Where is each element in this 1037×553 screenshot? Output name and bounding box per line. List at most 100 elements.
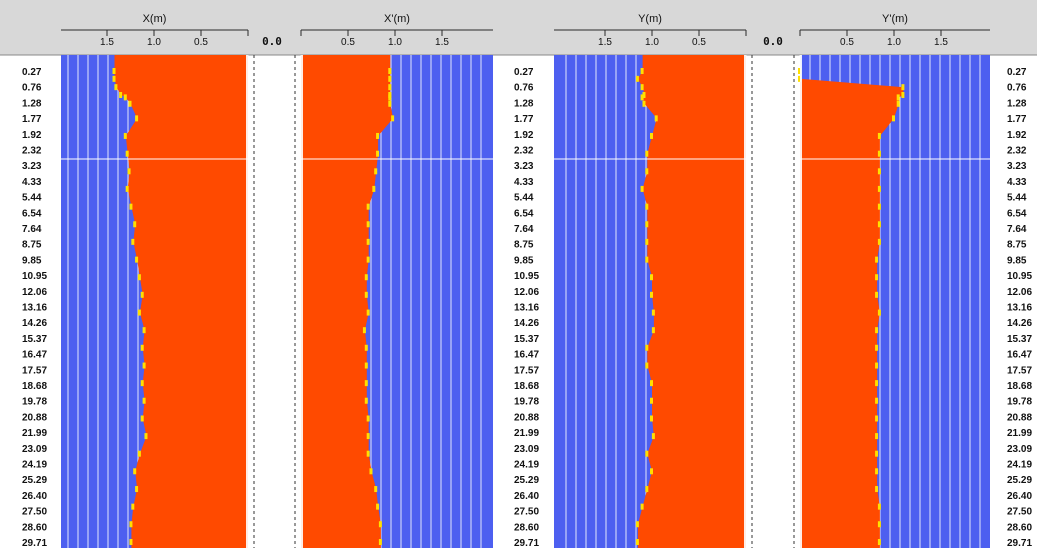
depth-label-right: 23.09 <box>1007 444 1032 455</box>
panel-3-edge-mark <box>645 150 649 157</box>
panel-1-edge-mark <box>133 468 137 475</box>
depth-label-right: 27.50 <box>1007 507 1032 518</box>
panel-4-edge-mark <box>877 309 881 316</box>
depth-label-left: 16.47 <box>22 350 47 361</box>
panel-2-edge-mark <box>378 521 382 528</box>
depth-label-right: 10.95 <box>1007 271 1032 282</box>
depth-label-right: 18.68 <box>1007 381 1032 392</box>
panel-4-edge-mark <box>875 256 879 263</box>
panel-3-edge-mark <box>650 291 653 298</box>
depth-label-right: 9.85 <box>1007 255 1027 266</box>
panel-4-edge-mark <box>875 486 879 493</box>
panel-2-edge-mark <box>388 100 392 107</box>
panel-1-edge-mark <box>137 309 141 316</box>
depth-label-right: 1.92 <box>1007 130 1027 141</box>
depth-label-mid: 21.99 <box>514 428 539 439</box>
panel-1-edge-mark <box>135 256 139 263</box>
panel-1-edge-mark <box>131 503 135 510</box>
depth-label-mid: 29.71 <box>514 538 539 548</box>
panel-1-edge-mark <box>128 100 132 107</box>
header-band <box>0 0 1037 56</box>
depth-label-mid: 5.44 <box>514 193 534 204</box>
panel-4-edge-mark <box>875 415 879 422</box>
depth-label-right: 28.60 <box>1007 522 1032 533</box>
panel-3-edge-mark <box>651 433 655 440</box>
depth-label-mid: 18.68 <box>514 381 539 392</box>
panel-2 <box>300 55 493 548</box>
panel-2-edge-mark <box>376 503 380 510</box>
panel-3-edge-mark <box>651 327 655 334</box>
panel-3 <box>554 55 747 548</box>
panel-1-edge-mark <box>125 150 129 157</box>
depth-label-right: 6.54 <box>1007 208 1027 219</box>
panel-3-zero-strip <box>744 55 746 548</box>
panel-4-edge-mark <box>901 91 905 98</box>
depth-label-right: 17.57 <box>1007 365 1032 376</box>
depth-label-mid: 4.33 <box>514 177 534 188</box>
depth-label-right: 5.44 <box>1007 193 1027 204</box>
depth-label-left: 0.27 <box>22 67 42 78</box>
depth-label-left: 28.60 <box>22 522 47 533</box>
panel-4-edge-mark <box>877 238 881 245</box>
panel-2-edge-mark <box>388 68 392 74</box>
depth-label-right: 0.27 <box>1007 67 1027 78</box>
depth-label-right: 21.99 <box>1007 428 1032 439</box>
panel-4-edge-mark <box>875 468 879 475</box>
depth-label-left: 1.28 <box>22 98 42 109</box>
panel-1-edge-mark <box>114 84 118 91</box>
panel-3-tick-label: 0.5 <box>692 37 706 48</box>
panel-1-edge-mark <box>125 185 129 192</box>
panel-1-edge-mark <box>144 433 148 440</box>
panel-4-edge-mark <box>798 68 801 74</box>
header-background <box>0 0 1037 55</box>
panel-1-edge-mark <box>112 68 116 74</box>
panel-4-edge-mark <box>877 203 881 210</box>
panel-2-tick-label: 1.5 <box>435 37 449 48</box>
panel-1-edge-mark <box>119 91 123 98</box>
panel-3-edge-mark <box>640 185 644 192</box>
panel-4-edge-mark <box>875 291 879 298</box>
depth-label-right: 1.77 <box>1007 114 1027 125</box>
depth-label-left: 29.71 <box>22 538 47 548</box>
panel-4 <box>798 55 990 548</box>
panel-1 <box>61 55 249 548</box>
depth-label-left: 4.33 <box>22 177 42 188</box>
depth-label-right: 4.33 <box>1007 177 1027 188</box>
depth-label-mid: 7.64 <box>514 224 534 235</box>
panel-3-edge-mark <box>654 115 658 122</box>
depth-label-left: 7.64 <box>22 224 42 235</box>
panel-4-edge-mark <box>875 274 879 281</box>
panel-1-edge-mark <box>133 221 137 228</box>
panel-2-tick-label: 1.0 <box>388 37 402 48</box>
depth-label-mid: 25.29 <box>514 475 539 486</box>
panel-3-tick-label: 1.0 <box>645 37 659 48</box>
panel-1-edge-mark <box>140 415 144 422</box>
panel-2-edge-mark <box>366 221 370 228</box>
panel-3-edge-mark <box>640 503 644 510</box>
panel-3-edge-mark <box>645 238 649 245</box>
depth-label-mid: 10.95 <box>514 271 539 282</box>
depth-label-mid: 1.28 <box>514 98 534 109</box>
panel-4-tick-label: 1.0 <box>887 37 901 48</box>
panel-1-edge-mark <box>129 539 133 545</box>
depth-label-mid: 19.78 <box>514 397 539 408</box>
panel-4-title: Y'(m) <box>882 13 908 25</box>
panel-2-edge-mark <box>366 309 370 316</box>
panel-2-edge-mark <box>364 291 368 298</box>
depth-label-mid: 12.06 <box>514 287 539 298</box>
depth-label-left: 5.44 <box>22 193 42 204</box>
depth-label-left: 24.19 <box>22 460 47 471</box>
depth-label-mid: 0.76 <box>514 83 534 94</box>
panel-2-edge-mark <box>391 115 395 122</box>
depth-label-left: 9.85 <box>22 255 42 266</box>
depth-label-mid: 23.09 <box>514 444 539 455</box>
panel-3-edge-mark <box>645 344 649 351</box>
depth-label-left: 14.26 <box>22 318 47 329</box>
depth-label-mid: 8.75 <box>514 240 534 251</box>
panel-3-edge-mark <box>645 450 649 457</box>
depth-label-mid: 6.54 <box>514 208 534 219</box>
depth-label-left: 8.75 <box>22 240 42 251</box>
depth-label-mid: 13.16 <box>514 303 539 314</box>
panel-4-edge-mark <box>901 84 905 91</box>
